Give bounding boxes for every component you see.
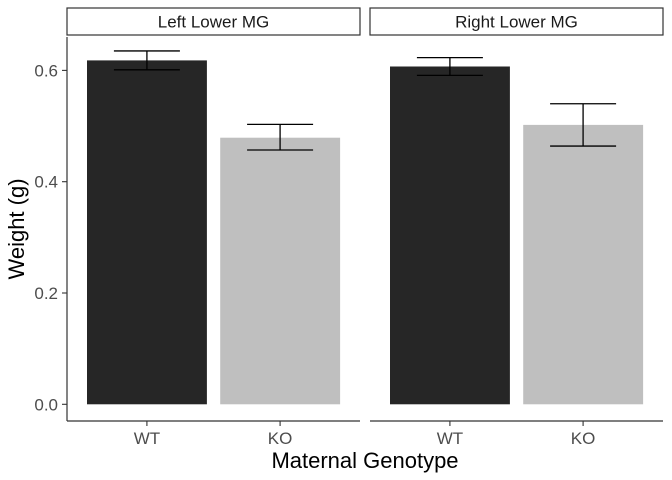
y-ticks: 0.0 0.2 0.4 0.6	[34, 61, 67, 414]
strip-box	[369, 7, 664, 36]
error-bar-ko-panel-1	[247, 123, 314, 151]
strip-box	[66, 7, 361, 36]
y-tick-label: 0.2	[34, 284, 58, 303]
panel-right-strip: Right Lower MG	[369, 7, 664, 36]
y-tick-label: 0.6	[34, 61, 58, 80]
y-tick-label: 0.4	[34, 173, 58, 192]
y-axis-title: Weight (g)	[4, 178, 29, 279]
x-tick-label-ko: KO	[571, 429, 596, 448]
axes-layer	[66, 37, 663, 422]
x-tick-label-ko: KO	[268, 429, 293, 448]
bar-ko-panel-1	[220, 137, 341, 405]
panel-right-title: Right Lower MG	[455, 13, 578, 32]
bar-wt-panel-1	[87, 60, 207, 405]
bars-layer	[87, 60, 644, 405]
panel-left-title: Left Lower MG	[158, 13, 270, 32]
bar-ko-panel-2	[523, 124, 644, 405]
x-ticks: WT KO WT KO	[134, 421, 596, 448]
error-bar-wt-panel-2	[416, 56, 483, 77]
x-tick-label-wt: WT	[437, 429, 463, 448]
x-tick-label-wt: WT	[134, 429, 160, 448]
y-tick-label: 0.0	[34, 395, 58, 414]
panel-left-strip: Left Lower MG	[66, 7, 361, 36]
errorbars-layer	[113, 50, 617, 151]
error-bar-ko-panel-2	[550, 103, 617, 147]
x-axis-title: Maternal Genotype	[271, 448, 458, 473]
bar-wt-panel-2	[390, 66, 510, 405]
error-bar-wt-panel-1	[113, 50, 180, 71]
